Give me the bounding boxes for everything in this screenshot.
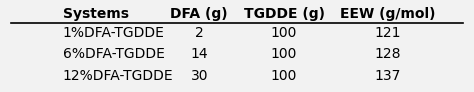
Text: Systems: Systems — [63, 7, 128, 21]
Text: 100: 100 — [271, 47, 297, 61]
Text: 137: 137 — [374, 69, 401, 83]
Text: EEW (g/mol): EEW (g/mol) — [340, 7, 436, 21]
Text: 2: 2 — [195, 26, 204, 40]
Text: TGDDE (g): TGDDE (g) — [244, 7, 325, 21]
Text: 30: 30 — [191, 69, 208, 83]
Text: 14: 14 — [191, 47, 208, 61]
Text: 121: 121 — [374, 26, 401, 40]
Text: DFA (g): DFA (g) — [171, 7, 228, 21]
Text: 12%DFA-TGDDE: 12%DFA-TGDDE — [63, 69, 173, 83]
Text: 100: 100 — [271, 26, 297, 40]
Text: 100: 100 — [271, 69, 297, 83]
Text: 128: 128 — [374, 47, 401, 61]
Text: 6%DFA-TGDDE: 6%DFA-TGDDE — [63, 47, 164, 61]
Text: 1%DFA-TGDDE: 1%DFA-TGDDE — [63, 26, 164, 40]
